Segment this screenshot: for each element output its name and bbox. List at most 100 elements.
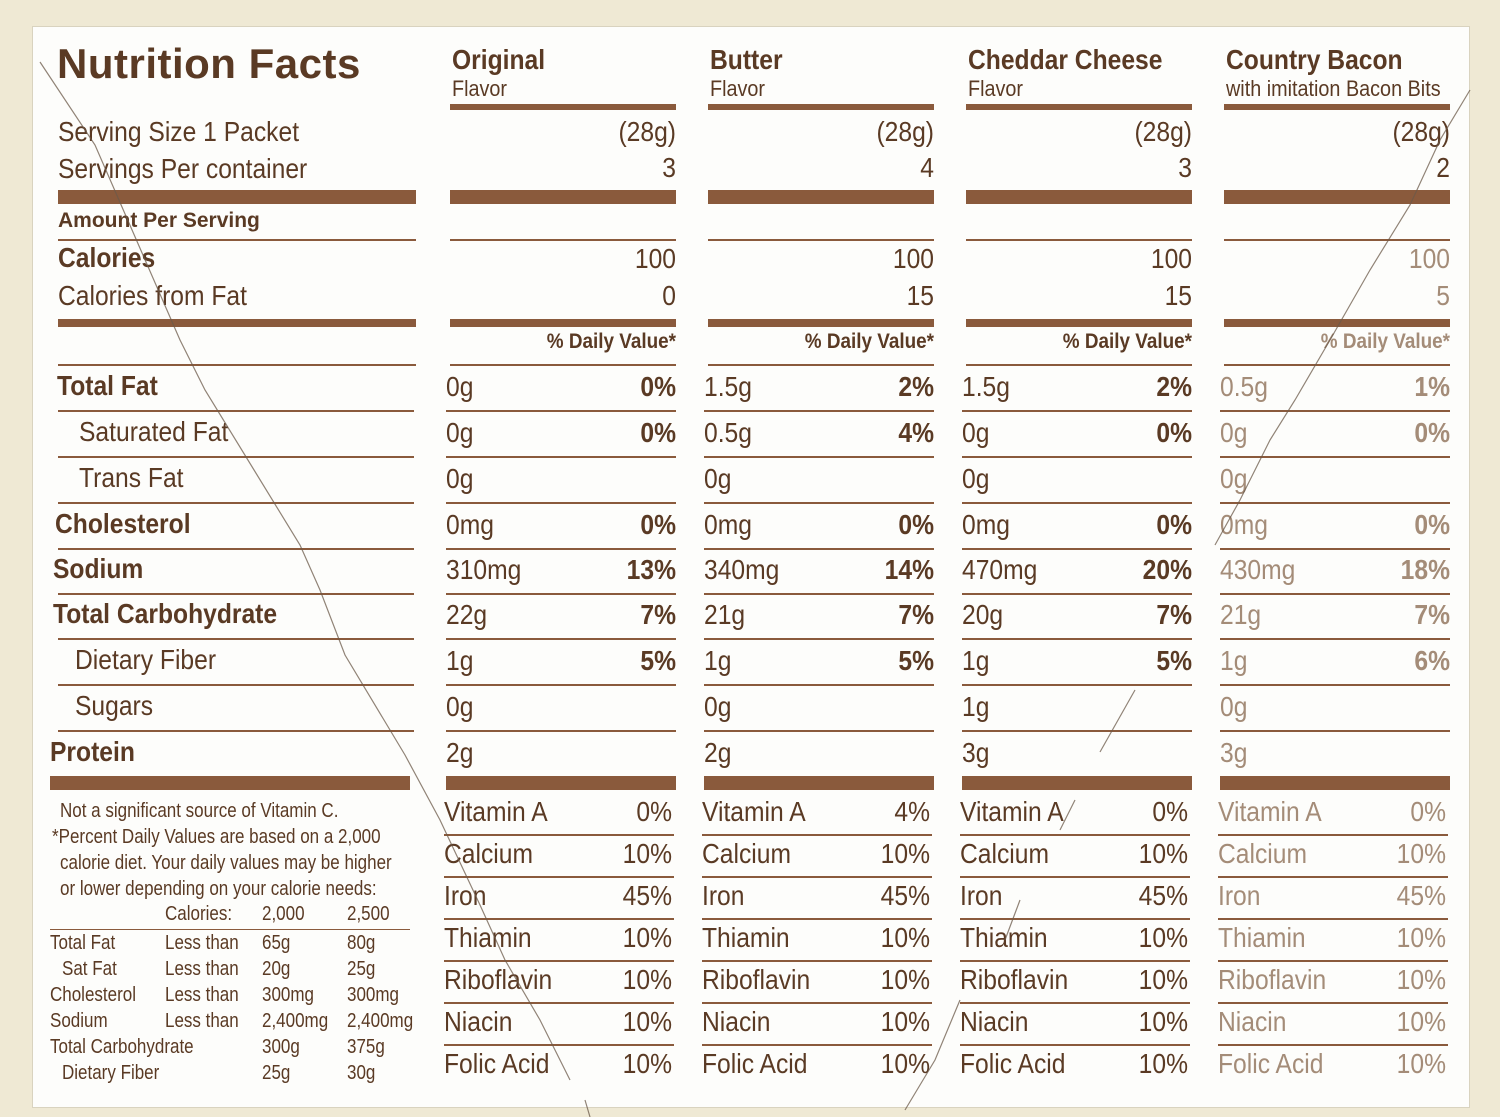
rule [962,502,1192,504]
daily-value-fiber: 5% [898,645,934,676]
rule [960,834,1190,836]
rule [58,502,414,504]
rule [444,834,674,836]
daily-value-header: % Daily Value* [1062,330,1192,353]
vitamin-label-riboflavin: Riboflavin [702,964,811,995]
vitamin-value-niacin: 10% [1138,1006,1188,1037]
servings-value: 2 [1436,152,1450,183]
rule [446,593,676,595]
nutrient-value-fiber: 1g [962,645,990,676]
vitamin-value-niacin: 10% [1396,1006,1446,1037]
footnote-qual: Less than [165,958,239,980]
nutrient-value-sat-fat: 0g [1220,417,1248,448]
thick-rule [966,190,1192,204]
rule [444,960,674,962]
nutrient-value-total-fat: 1.5g [962,371,1010,402]
footnote-name: Total Fat [50,932,116,954]
nutrient-value-trans-fat: 0g [1220,463,1248,494]
thick-rule [446,776,676,790]
footnote-b: 300mg [347,984,399,1006]
vitamin-value-riboflavin: 10% [622,964,672,995]
rule [444,1044,674,1046]
rule [704,502,934,504]
vitamin-value-thiamin: 10% [1396,922,1446,953]
nutrient-label-total-fat: Total Fat [57,370,158,401]
vitamin-value-vitamin-a: 0% [636,796,672,827]
nutrient-value-protein: 2g [704,737,732,768]
rule [1218,1002,1448,1004]
footnote-a: 65g [262,932,291,954]
daily-value-carb: 7% [1414,599,1450,630]
footnote-b: 375g [347,1036,385,1058]
footnote-a: 25g [262,1062,291,1084]
calories-label: Calories [58,242,156,273]
nutrient-value-trans-fat: 0g [962,463,990,494]
footnote-a: 300g [262,1036,300,1058]
nutrient-value-sugars: 0g [704,691,732,722]
vitamin-label-thiamin: Thiamin [960,922,1048,953]
flavor-rule [708,104,934,110]
flavor-rule [450,104,676,110]
rule [1220,456,1450,458]
footnote-qual: Less than [165,932,239,954]
rule [1218,876,1448,878]
vitamin-value-folic-acid: 10% [622,1048,672,1079]
rule [1224,239,1450,241]
vitamin-value-folic-acid: 10% [880,1048,930,1079]
rule [966,364,1192,366]
nutrient-label-carb: Total Carbohydrate [53,598,278,629]
vitamin-value-thiamin: 10% [1138,922,1188,953]
rule [1220,548,1450,550]
vitamin-label-iron: Iron [960,880,1003,911]
flavor-subtitle: Flavor [710,76,766,101]
calories-value: 100 [1408,243,1450,274]
nutrient-value-protein: 2g [446,737,474,768]
rule [962,456,1192,458]
footnote-name: Total Carbohydrate [50,1036,194,1058]
footnote-a: 20g [262,958,291,980]
nutrient-label-protein: Protein [50,736,135,767]
rule [704,730,934,732]
medium-rule [1224,319,1450,327]
rule [446,638,676,640]
rule [1220,410,1450,412]
rule [1218,960,1448,962]
rule [702,876,932,878]
vitamin-value-iron: 45% [1138,880,1188,911]
vitamin-label-folic-acid: Folic Acid [960,1048,1066,1079]
vitamin-value-niacin: 10% [622,1006,672,1037]
rule [702,960,932,962]
daily-value-sodium: 13% [626,554,676,585]
calories-fat-value: 5 [1436,280,1450,311]
footnote-b: 2,400mg [347,1010,414,1032]
nutrient-value-sat-fat: 0g [446,417,474,448]
vitamin-label-thiamin: Thiamin [1218,922,1306,953]
calories-fat-value: 15 [906,280,934,311]
rule [1220,730,1450,732]
rule [446,548,676,550]
calories-fat-value: 15 [1164,280,1192,311]
rule [704,593,934,595]
servings-value: 4 [920,152,934,183]
rule [50,929,410,930]
serving-size-label: Serving Size 1 Packet [58,116,300,147]
daily-value-sat-fat: 0% [1414,417,1450,448]
rule [1220,684,1450,686]
nutrient-value-trans-fat: 0g [446,463,474,494]
nutrient-value-sugars: 1g [962,691,990,722]
vitamin-value-niacin: 10% [880,1006,930,1037]
medium-rule [450,319,676,327]
nutrient-label-trans-fat: Trans Fat [79,462,184,493]
thick-rule [50,776,410,790]
nutrient-value-sodium: 340mg [704,554,780,585]
rule [708,239,934,241]
serving-size-value: (28g) [618,116,676,147]
rule [962,684,1192,686]
rule [702,1044,932,1046]
nutrient-value-sugars: 0g [446,691,474,722]
rule [58,239,416,241]
vitamin-label-niacin: Niacin [1218,1006,1287,1037]
daily-value-total-fat: 2% [898,371,934,402]
rule [58,593,414,595]
vitamin-value-calcium: 10% [622,838,672,869]
